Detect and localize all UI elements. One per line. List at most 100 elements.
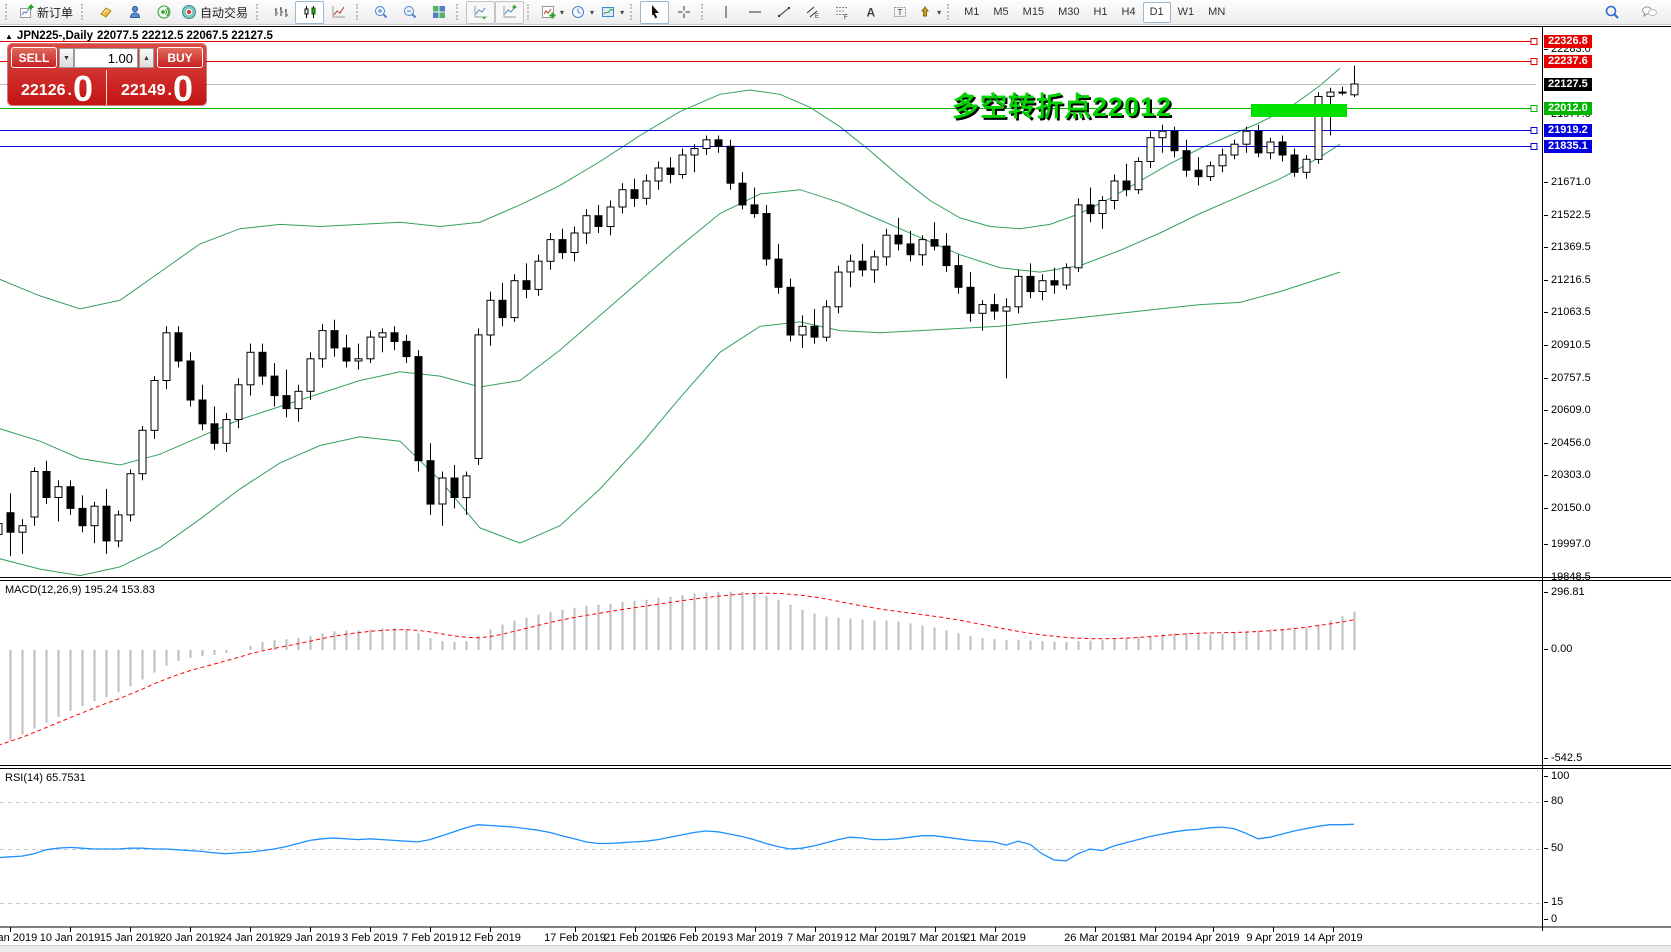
new-order-button[interactable]: 新订单 <box>15 1 78 24</box>
horizontal-line-button[interactable] <box>740 1 769 24</box>
buy-price[interactable]: 22149. 0 <box>108 70 206 107</box>
toolbar-group-grip[interactable] <box>256 4 262 20</box>
time-axis-label: 17 Mar 2019 <box>904 932 966 944</box>
crosshair-button[interactable] <box>669 1 698 24</box>
candle-body <box>1242 130 1251 145</box>
candle-body <box>1254 130 1263 154</box>
chevron-down-icon[interactable]: ▾ <box>590 7 595 17</box>
volume-increase-button[interactable]: ▲ <box>139 48 154 68</box>
toolbar-group-grip[interactable] <box>947 4 953 20</box>
toolbar-group-grip[interactable] <box>356 4 362 20</box>
toolbar-group-grip[interactable] <box>5 4 11 20</box>
toolbar-group-grip[interactable] <box>630 4 636 20</box>
candle-body <box>162 332 171 381</box>
candle-body <box>258 351 267 377</box>
time-axis-label: 26 Feb 2019 <box>664 932 726 944</box>
volume-decrease-button[interactable]: ▼ <box>59 48 74 68</box>
zoom-out-button[interactable] <box>395 1 424 24</box>
candle-body <box>678 154 687 175</box>
auto-trading-icon <box>182 5 197 19</box>
tile-windows-button[interactable] <box>424 1 453 24</box>
chevron-down-icon[interactable]: ▾ <box>620 7 625 17</box>
one-click-trading-panel: SELL ▼ 1.00 ▲ BUY 22126. 0 22149. 0 <box>8 44 206 107</box>
toolbar-group-grip[interactable] <box>527 4 533 20</box>
timeframe-mn-button[interactable]: MN <box>1208 6 1226 18</box>
candle-body <box>138 429 147 475</box>
timeframe-m1-button[interactable]: M1 <box>964 6 980 18</box>
timeframe-h1-button[interactable]: H1 <box>1093 6 1108 18</box>
candle-body <box>642 180 651 199</box>
timeframe-d1-button[interactable]: D1 <box>1142 1 1171 23</box>
zoom-in-button[interactable] <box>366 1 395 24</box>
candle-body <box>522 280 531 290</box>
candle-body <box>450 477 459 498</box>
volume-input[interactable]: 1.00 <box>74 48 138 68</box>
window-bottom-strip <box>0 945 1671 952</box>
candle-body <box>1134 161 1143 191</box>
chart-shift-button[interactable] <box>495 0 525 24</box>
gold-book-button[interactable] <box>91 1 120 24</box>
timeframe-h4-button[interactable]: H4 <box>1121 6 1136 18</box>
trendline-button[interactable] <box>769 1 798 24</box>
new-order-icon <box>20 4 34 18</box>
vertical-line-button[interactable] <box>711 1 740 24</box>
candle-body <box>966 286 975 314</box>
search-button[interactable] <box>1597 1 1626 24</box>
candle-body <box>1290 154 1299 173</box>
toolbar-group-grip[interactable] <box>81 4 87 20</box>
fibonacci-button[interactable]: F <box>827 1 856 24</box>
text-label-button[interactable]: T <box>885 1 914 24</box>
candle-body <box>990 304 999 312</box>
chevron-down-icon[interactable]: ▾ <box>560 7 565 17</box>
macd-scale-label: 296.81 <box>1544 586 1585 598</box>
macd-scale-label: -542.5 <box>1543 752 1583 764</box>
auto-trading-button[interactable]: 自动交易 <box>178 1 253 24</box>
timeframe-m15-button[interactable]: M15 <box>1022 6 1045 18</box>
line-chart-button[interactable] <box>324 1 353 24</box>
candle-body <box>906 243 915 256</box>
timeframe-m30-button[interactable]: M30 <box>1058 6 1080 18</box>
sell-price[interactable]: 22126. 0 <box>8 70 107 107</box>
candle-body <box>774 258 783 288</box>
auto-scroll-button[interactable] <box>466 0 496 24</box>
timeframe-m5-button[interactable]: M5 <box>993 6 1009 18</box>
chevron-down-icon[interactable]: ▾ <box>937 7 942 17</box>
buy-button[interactable]: BUY <box>157 47 203 68</box>
text-button[interactable]: A <box>856 1 885 24</box>
toolbar-group-grip[interactable] <box>456 4 462 20</box>
candle-body <box>114 514 123 542</box>
candlestick-button[interactable] <box>295 0 325 24</box>
equidistant-channel-button[interactable]: E <box>798 1 827 24</box>
periods-button[interactable]: ▾ <box>567 1 597 24</box>
candle-body <box>366 336 375 360</box>
candle-body <box>294 390 303 410</box>
time-axis-label: 14 Apr 2019 <box>1303 932 1363 944</box>
buy-price-main: 22149 <box>121 82 166 99</box>
timeframe-w1-button[interactable]: W1 <box>1177 6 1195 18</box>
toolbar-group-grip[interactable] <box>701 4 707 20</box>
candle-body <box>414 356 423 462</box>
candle-body <box>438 477 447 505</box>
candle-body <box>918 239 927 256</box>
bar-chart-button[interactable] <box>266 1 295 24</box>
price-axis[interactable]: 22283.021977.021671.021522.521369.521216… <box>1543 26 1671 951</box>
profile-button[interactable] <box>120 1 149 24</box>
time-axis-label: 17 Feb 2019 <box>544 932 606 944</box>
indicators-button[interactable]: ▾ <box>537 1 567 24</box>
templates-button[interactable]: ▾ <box>597 1 627 24</box>
candle-body <box>1122 180 1131 191</box>
sell-button[interactable]: SELL <box>11 47 57 68</box>
signals-button[interactable] <box>149 1 178 24</box>
price-chart-canvas[interactable] <box>0 26 1671 951</box>
chart-window-icon: ▲ <box>5 31 13 41</box>
chat-button[interactable] <box>1634 1 1663 24</box>
arrow-tools-button[interactable]: ▾ <box>914 1 944 24</box>
rsi-scale-label: 100 <box>1543 770 1570 782</box>
candle-body <box>1002 306 1011 312</box>
price-tick-label: 20150.0 <box>1544 502 1591 514</box>
chart-window[interactable]: ▲ JPN225-,Daily 22077.5 22212.5 22067.5 … <box>0 26 1671 952</box>
candle-body <box>0 523 3 535</box>
cursor-button[interactable] <box>640 0 670 24</box>
candle-body <box>618 189 627 208</box>
